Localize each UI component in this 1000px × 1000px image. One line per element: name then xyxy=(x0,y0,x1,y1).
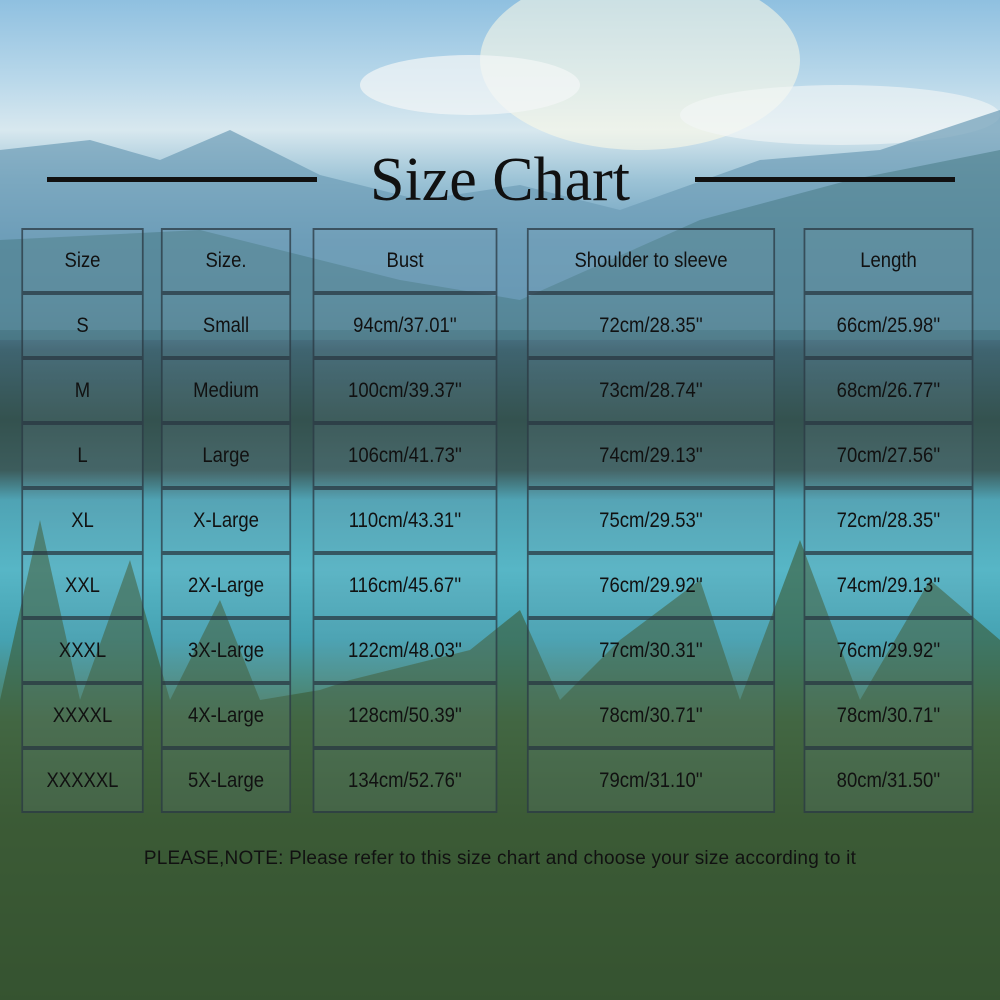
table-cell: 128cm/50.39'' xyxy=(312,683,498,748)
table-cell: 78cm/30.71'' xyxy=(526,683,776,748)
table-cell: XXXXXL xyxy=(21,748,144,813)
table-row: XXXXL 4X-Large 128cm/50.39'' 78cm/30.71'' 78… xyxy=(13,683,985,748)
table-cell: 72cm/28.35'' xyxy=(526,293,776,358)
table-cell: L xyxy=(21,423,144,488)
table-row: M Medium 100cm/39.37'' 73cm/28.74'' 68cm/26.… xyxy=(13,358,985,423)
table-cell: 4X-Large xyxy=(160,683,292,748)
table-cell: 77cm/30.31'' xyxy=(526,618,776,683)
table-cell: XXL xyxy=(21,553,144,618)
table-row: S Small 94cm/37.01'' 72cm/28.35'' 66cm/25.98… xyxy=(13,293,985,358)
table-cell: 94cm/37.01'' xyxy=(312,293,498,358)
table-cell: 70cm/27.56'' xyxy=(803,423,974,488)
table-cell: XL xyxy=(21,488,144,553)
column-header: Size xyxy=(21,228,144,293)
table-cell: 5X-Large xyxy=(160,748,292,813)
column-header: Size. xyxy=(160,228,292,293)
column-header: Shoulder to sleeve xyxy=(526,228,776,293)
table-cell: 106cm/41.73'' xyxy=(312,423,498,488)
table-cell: 72cm/28.35'' xyxy=(803,488,974,553)
page-title: Size Chart xyxy=(370,146,630,214)
table-cell: 76cm/29.92'' xyxy=(526,553,776,618)
table-cell: 73cm/28.74'' xyxy=(526,358,776,423)
table-cell: 134cm/52.76'' xyxy=(312,748,498,813)
table-cell: Medium xyxy=(160,358,292,423)
title-area: Size Chart xyxy=(0,140,1000,220)
table-cell: 74cm/29.13'' xyxy=(803,553,974,618)
note-text: PLEASE,NOTE: Please refer to this size c… xyxy=(143,848,857,869)
table-cell: 78cm/30.71'' xyxy=(803,683,974,748)
title-rule-right xyxy=(695,177,955,182)
table-cell: X-Large xyxy=(160,488,292,553)
title-rule-left xyxy=(47,177,317,182)
table-cell: 79cm/31.10'' xyxy=(526,748,776,813)
table-cell: 2X-Large xyxy=(160,553,292,618)
table-row: XXXXXL 5X-Large 134cm/52.76'' 79cm/31.10'' 8… xyxy=(13,748,985,813)
table-row: XXL 2X-Large 116cm/45.67'' 76cm/29.92'' 74cm… xyxy=(13,553,985,618)
table-cell: 116cm/45.67'' xyxy=(312,553,498,618)
column-header: Length xyxy=(803,228,974,293)
table-cell: 66cm/25.98'' xyxy=(803,293,974,358)
table-cell: 3X-Large xyxy=(160,618,292,683)
table-row: L Large 106cm/41.73'' 74cm/29.13'' 70cm/27.5… xyxy=(13,423,985,488)
table-row: XL X-Large 110cm/43.31'' 75cm/29.53'' 72cm/2… xyxy=(13,488,985,553)
table-cell: Large xyxy=(160,423,292,488)
table-cell: 110cm/43.31'' xyxy=(312,488,498,553)
table-cell: XXXXL xyxy=(21,683,144,748)
column-header: Bust xyxy=(312,228,498,293)
table-cell: M xyxy=(21,358,144,423)
table-cell: 80cm/31.50'' xyxy=(803,748,974,813)
table-cell: 75cm/29.53'' xyxy=(526,488,776,553)
table-cell: 68cm/26.77'' xyxy=(803,358,974,423)
table-cell: 100cm/39.37'' xyxy=(312,358,498,423)
table-row: XXXL 3X-Large 122cm/48.03'' 77cm/30.31'' 76c… xyxy=(13,618,985,683)
table-cell: Small xyxy=(160,293,292,358)
table-header-row: Size Size. Bust Shoulder to sleeve Length xyxy=(13,228,985,293)
table-cell: 76cm/29.92'' xyxy=(803,618,974,683)
table-cell: XXXL xyxy=(21,618,144,683)
table-cell: 122cm/48.03'' xyxy=(312,618,498,683)
table-cell: 74cm/29.13'' xyxy=(526,423,776,488)
table-cell: S xyxy=(21,293,144,358)
